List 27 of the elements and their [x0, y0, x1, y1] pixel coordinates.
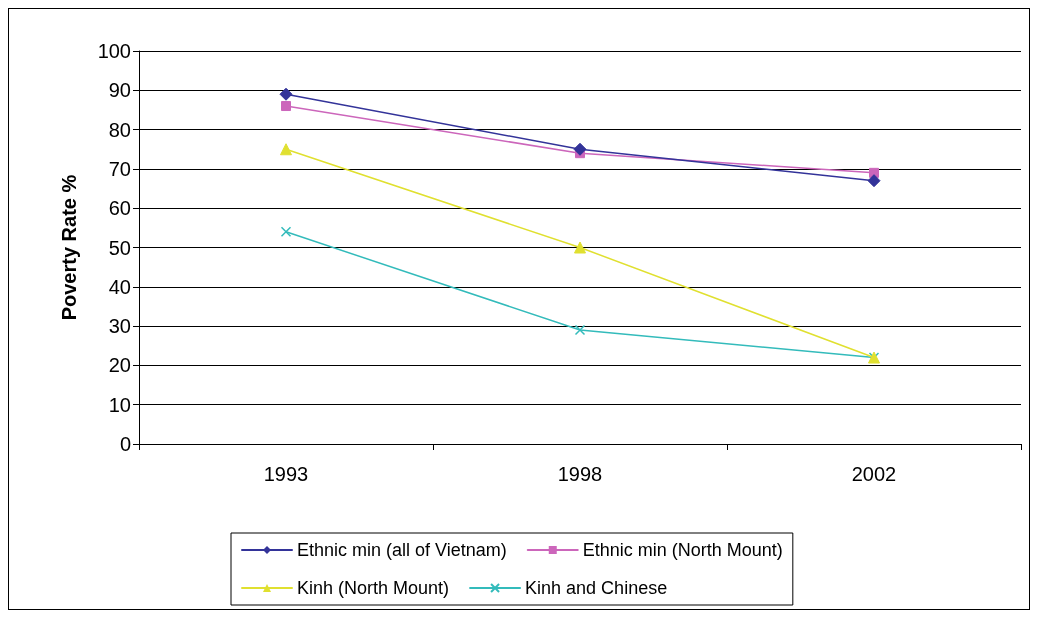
x-tick-label: 2002 — [851, 463, 897, 485]
y-axis-title: Poverty Rate % — [58, 174, 80, 321]
x-tick-label: 1993 — [263, 463, 309, 485]
y-tick-label: 40 — [108, 275, 131, 298]
point — [280, 226, 292, 238]
legend-label: Kinh (North Mount) — [297, 578, 450, 598]
y-tick-label: 80 — [108, 118, 131, 141]
point — [279, 87, 293, 101]
y-tick-label: 100 — [97, 40, 131, 62]
point — [280, 143, 292, 156]
legend-label: Kinh and Chinese — [525, 578, 668, 598]
x-tick-label: 1998 — [557, 463, 603, 485]
point — [867, 174, 881, 188]
point — [574, 324, 586, 336]
y-tick-label: 90 — [108, 79, 131, 102]
y-tick-label: 70 — [108, 157, 131, 180]
y-tick-label: 10 — [108, 393, 131, 416]
y-tick-label: 60 — [108, 197, 131, 220]
point — [281, 101, 291, 112]
y-tick-label: 0 — [119, 433, 131, 455]
point — [573, 142, 587, 156]
y-tick-label: 20 — [108, 354, 131, 377]
y-tick-label: 50 — [108, 236, 131, 259]
y-tick-label: 30 — [108, 315, 131, 338]
point — [574, 241, 586, 254]
legend-label: Ethnic min (North Mount) — [582, 540, 783, 560]
legend-label: Ethnic min (all of Vietnam) — [297, 540, 507, 560]
